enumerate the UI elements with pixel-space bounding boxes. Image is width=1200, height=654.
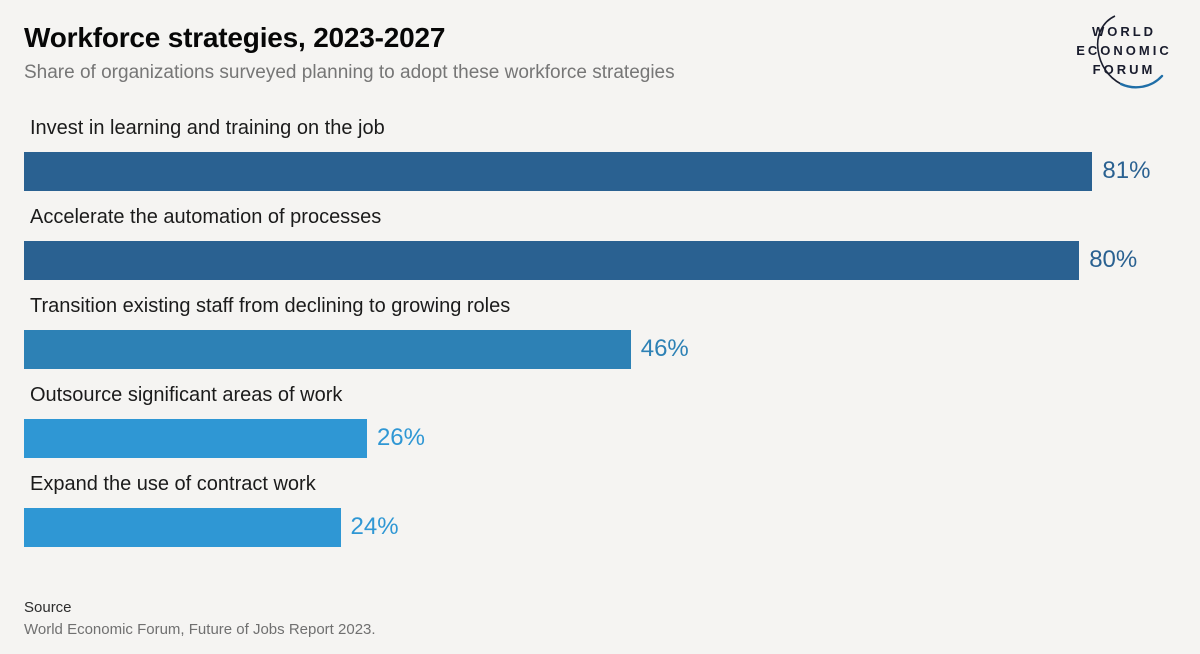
wef-logo-line-3: FORUM: [1092, 62, 1156, 77]
wef-logo-line-1: WORLD: [1091, 24, 1157, 39]
chart-row: Expand the use of contract work 24%: [24, 473, 1176, 547]
bar: [24, 418, 367, 458]
bar-line: 46%: [24, 329, 1176, 369]
bar-value-label: 80%: [1089, 246, 1138, 274]
bar-line: 80%: [24, 240, 1176, 280]
bar-line: 81%: [24, 151, 1176, 191]
wef-logo-line-2: ECONOMIC: [1076, 43, 1172, 58]
bar-value-label: 26%: [376, 424, 425, 452]
bar-category-label: Outsource significant areas of work: [30, 383, 343, 406]
bar-line: 24%: [24, 507, 1176, 547]
bar: [24, 240, 1080, 280]
source-label: Source: [24, 598, 72, 616]
chart-row: Outsource significant areas of work 26%: [24, 384, 1176, 458]
page-subtitle: Share of organizations surveyed planning…: [24, 62, 675, 84]
chart-header: Workforce strategies, 2023-2027 Share of…: [0, 0, 1200, 85]
bar: [24, 151, 1093, 191]
chart-row: Accelerate the automation of processes 80…: [24, 206, 1176, 280]
chart-row: Invest in learning and training on the j…: [24, 117, 1176, 191]
bar-category-label: Accelerate the automation of processes: [30, 205, 382, 228]
bar: [24, 329, 631, 369]
page-title: Workforce strategies, 2023-2027: [24, 22, 446, 53]
source-block: Source World Economic Forum, Future of J…: [0, 597, 1200, 641]
bar-line: 26%: [24, 418, 1176, 458]
wef-logo-arc-icon: [1096, 15, 1164, 89]
bar: [24, 507, 341, 547]
bar-category-label: Invest in learning and training on the j…: [30, 116, 385, 139]
wef-logo: WORLD ECONOMIC FORUM: [1068, 12, 1180, 94]
bar-category-label: Expand the use of contract work: [30, 472, 316, 495]
bar-value-label: 81%: [1102, 157, 1151, 185]
bar-value-label: 24%: [350, 513, 399, 541]
bar-category-label: Transition existing staff from declining…: [30, 294, 511, 317]
bar-value-label: 46%: [640, 335, 689, 363]
source-text: World Economic Forum, Future of Jobs Rep…: [24, 620, 376, 638]
wef-logo-text: WORLD ECONOMIC FORUM: [1068, 22, 1180, 79]
chart-row: Transition existing staff from declining…: [24, 295, 1176, 369]
bar-chart: Invest in learning and training on the j…: [0, 117, 1200, 547]
